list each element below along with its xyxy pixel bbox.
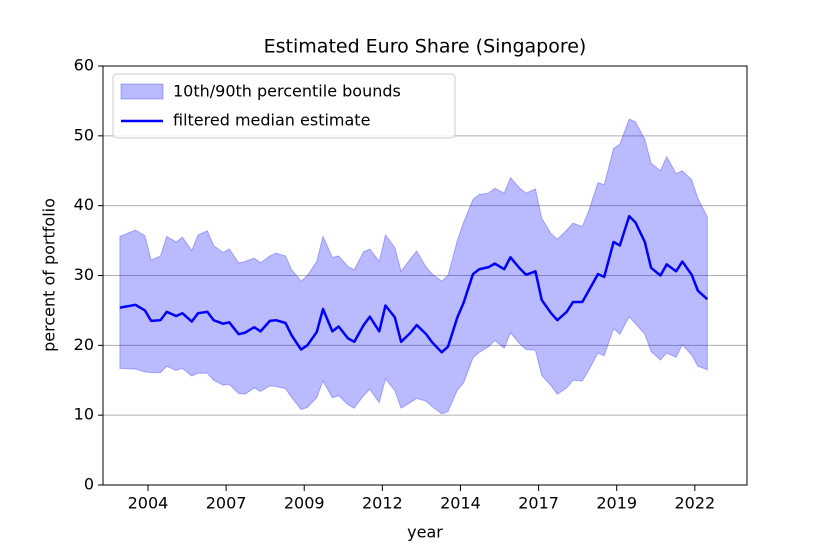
percentile-band bbox=[119, 118, 708, 415]
legend-label: 10th/90th percentile bounds bbox=[173, 82, 401, 101]
y-tick-label: 10 bbox=[74, 405, 94, 424]
legend-swatch bbox=[120, 83, 164, 100]
x-tick-label: 2017 bbox=[518, 494, 559, 513]
y-tick-label: 50 bbox=[74, 125, 94, 144]
x-tick-label: 2007 bbox=[206, 494, 247, 513]
y-tick-label: 60 bbox=[74, 56, 94, 75]
x-tick-label: 2004 bbox=[128, 494, 169, 513]
x-tick-label: 2019 bbox=[596, 494, 637, 513]
y-tick-label: 30 bbox=[74, 265, 94, 284]
x-tick-label: 2022 bbox=[674, 494, 715, 513]
chart-title: Estimated Euro Share (Singapore) bbox=[264, 36, 587, 58]
legend-label: filtered median estimate bbox=[173, 111, 370, 130]
y-tick-label: 0 bbox=[84, 475, 94, 494]
median-line bbox=[119, 214, 709, 354]
y-tick-label: 40 bbox=[74, 195, 94, 214]
x-tick-label: 2009 bbox=[284, 494, 325, 513]
legend: 10th/90th percentile bounds filtered medi… bbox=[112, 73, 456, 139]
legend-box bbox=[112, 73, 456, 139]
plot-frame bbox=[102, 65, 748, 486]
x-tick-label: 2012 bbox=[362, 494, 403, 513]
y-axis-label: percent of portfolio bbox=[40, 198, 59, 352]
x-tick-label: 2014 bbox=[440, 494, 481, 513]
x-axis-label: year bbox=[407, 523, 443, 542]
y-tick-label: 20 bbox=[74, 335, 94, 354]
